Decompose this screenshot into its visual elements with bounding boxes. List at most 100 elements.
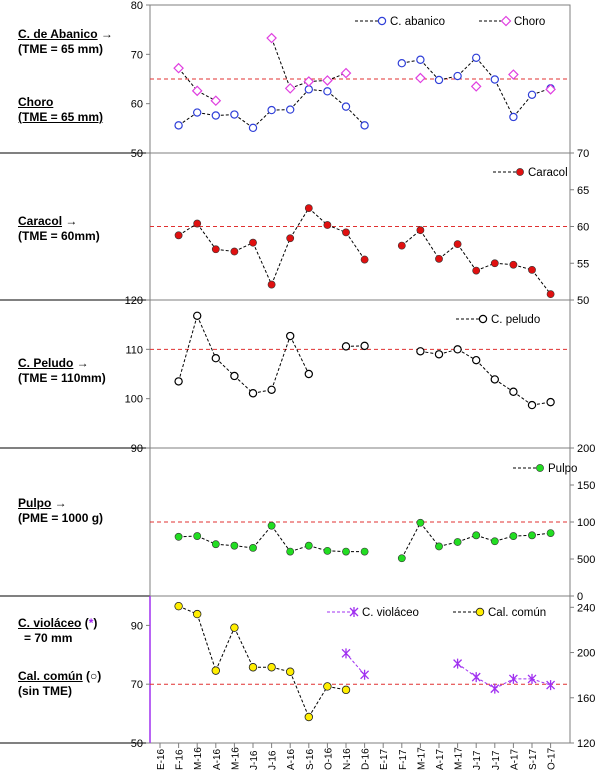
peludo-point-4 <box>230 371 239 381</box>
abanico-point-17 <box>472 53 481 62</box>
p5-yl-tick-label-2: 90 <box>131 620 143 632</box>
calcomun-point-5 <box>248 663 258 672</box>
choro-point-6 <box>266 32 277 44</box>
p1-y-tick-label-0: 50 <box>131 148 143 160</box>
pulpo-point-19 <box>509 532 518 540</box>
p4-y-tick-label-3: 150 <box>577 480 595 492</box>
x-tick-label-14: M-17 <box>416 747 427 770</box>
violaceo-point-16 <box>453 658 463 669</box>
label-caracol: Caracol → (TME = 60mm) <box>18 214 100 243</box>
caracol-point-3 <box>211 245 220 254</box>
label-peludo: C. Peludo → (TME = 110mm) <box>18 356 106 385</box>
abanico-point-11 <box>360 121 369 130</box>
choro-point-10 <box>340 67 352 79</box>
choro-point-7 <box>284 83 296 94</box>
x-tick-label-11: D-16 <box>361 748 372 770</box>
label-choro: Choro (TME = 65 mm) <box>18 95 104 124</box>
caracol-point-8 <box>304 204 313 213</box>
x-tick-label-2: M-16 <box>193 747 204 770</box>
caracol-point-16 <box>453 240 462 249</box>
x-tick-label-12: E-17 <box>379 748 390 770</box>
calcomun-legend-label: Cal. común <box>488 607 546 619</box>
p2-y-tick-label-0: 50 <box>577 295 589 307</box>
label-abanico: C. de Abanico → (TME = 65 mm) <box>18 27 113 56</box>
abanico-point-3 <box>211 111 220 120</box>
pulpo-point-5 <box>249 544 257 552</box>
abanico-point-6 <box>267 105 276 115</box>
calcomun-point-7 <box>286 667 295 676</box>
peludo-legend-label: C. peludo <box>491 314 540 326</box>
caracol-point-13 <box>397 241 406 250</box>
choro-point-17 <box>470 81 482 92</box>
calcomun-point-10 <box>341 685 351 695</box>
p3-y-tick-label-2: 110 <box>125 344 143 356</box>
x-tick-label-4: M-16 <box>230 747 241 770</box>
abanico-line <box>178 57 551 129</box>
caracol-point-5 <box>249 238 257 247</box>
x-tick-label-3: A-16 <box>212 748 223 770</box>
violaceo-point-10 <box>341 648 351 659</box>
pulpo-legend-label: Pulpo <box>548 463 577 475</box>
pulpo-point-20 <box>528 531 536 540</box>
violaceo-point-17 <box>471 672 481 683</box>
pulpo-point-9 <box>323 546 332 555</box>
abanico-point-19 <box>509 112 518 122</box>
caracol-point-20 <box>528 265 536 274</box>
pulpo-point-16 <box>453 538 462 546</box>
p1-y-tick-label-2: 70 <box>131 49 143 61</box>
p3-y-tick-label-0: 90 <box>131 443 143 455</box>
p5-yr-tick-label-0: 120 <box>577 738 595 750</box>
violaceo-point-21 <box>546 680 556 691</box>
violaceo-legend-marker <box>349 607 359 617</box>
p4-y-tick-label-4: 200 <box>577 443 595 455</box>
choro-point-1 <box>173 62 184 74</box>
peludo-point-17 <box>472 355 481 365</box>
pulpo-legend-marker <box>536 464 544 472</box>
x-tick-label-13: F-17 <box>398 749 409 770</box>
calcomun-line <box>178 605 347 718</box>
p5-yr-tick-label-3: 240 <box>577 602 595 614</box>
violaceo-legend-label: C. violáceo <box>362 607 419 619</box>
x-tick-label-6: J-16 <box>268 750 279 770</box>
x-tick-label-1: F-16 <box>175 749 186 770</box>
pulpo-point-21 <box>546 529 555 537</box>
pulpo-point-6 <box>267 521 276 530</box>
caracol-point-17 <box>472 266 481 275</box>
violaceo-line <box>345 653 551 690</box>
violaceo-point-18 <box>490 683 500 694</box>
abanico-point-7 <box>286 105 295 114</box>
p4-y-tick-label-1: 500 <box>577 554 595 566</box>
abanico-point-15 <box>434 75 444 85</box>
p2-y-tick-label-4: 70 <box>577 148 589 160</box>
p5-yl-tick-label-1: 70 <box>131 679 143 691</box>
abanico-point-14 <box>416 55 425 64</box>
abanico-point-20 <box>527 90 537 99</box>
pulpo-point-2 <box>193 532 202 540</box>
choro-point-21 <box>545 84 556 95</box>
abanico-point-4 <box>230 110 239 119</box>
calcomun-point-3 <box>211 666 220 675</box>
caracol-point-6 <box>267 280 276 289</box>
calcomun-point-6 <box>267 663 276 672</box>
peludo-point-21 <box>546 397 555 407</box>
abanico-point-10 <box>341 102 351 111</box>
choro-line <box>178 37 347 102</box>
pulpo-point-1 <box>174 532 183 541</box>
p5-yr-tick-label-1: 160 <box>577 693 595 705</box>
abanico-legend-label: C. abanico <box>390 16 445 28</box>
caracol-point-2 <box>193 219 202 228</box>
choro-point-2 <box>191 85 203 97</box>
p2-y-tick-label-3: 65 <box>577 185 589 197</box>
choro-point-19 <box>508 69 519 80</box>
pulpo-point-11 <box>360 547 369 556</box>
caracol-point-10 <box>342 228 350 237</box>
caracol-point-9 <box>323 221 332 229</box>
peludo-point-8 <box>304 369 313 379</box>
calcomun-point-1 <box>174 601 183 611</box>
peludo-legend-marker <box>478 314 488 324</box>
p3-y-tick-label-1: 100 <box>125 394 143 406</box>
x-tick-label-10: N-16 <box>342 748 353 770</box>
pulpo-point-7 <box>286 547 295 556</box>
caracol-point-15 <box>435 254 443 263</box>
x-tick-label-9: O-16 <box>323 747 334 770</box>
